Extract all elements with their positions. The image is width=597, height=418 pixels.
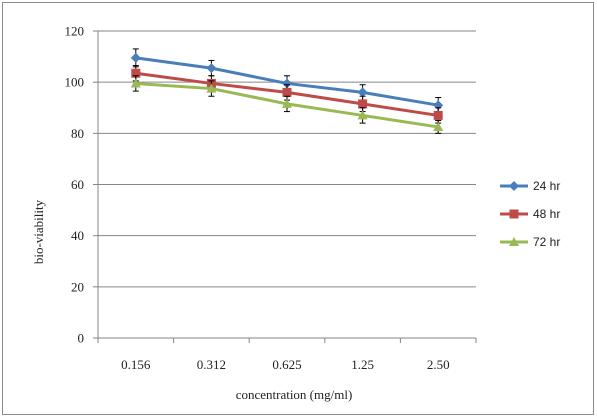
data-point — [130, 52, 141, 63]
legend-label: 72 hr — [533, 235, 560, 249]
legend: 24 hr 48 hr 72 hr — [500, 179, 560, 249]
legend-item: 48 hr — [500, 207, 560, 221]
data-point — [282, 98, 292, 108]
legend-item: 24 hr — [500, 179, 560, 193]
y-tick-label: 60 — [71, 177, 84, 192]
x-tick-label: 0.625 — [272, 357, 301, 372]
y-tick-label: 20 — [71, 279, 84, 294]
y-tick-label: 40 — [71, 228, 84, 243]
chart-frame — [2, 2, 594, 415]
gridlines — [98, 30, 476, 288]
data-point — [357, 87, 368, 98]
data-point — [131, 68, 141, 78]
legend-marker — [509, 237, 519, 246]
series-72-hr — [130, 75, 444, 134]
x-tick-label: 0.312 — [197, 357, 226, 372]
series-group — [130, 48, 444, 134]
y-tick-label: 120 — [65, 24, 85, 39]
data-point — [357, 110, 368, 120]
legend-marker — [509, 181, 519, 191]
y-tick-label: 80 — [71, 126, 84, 141]
data-point — [358, 99, 368, 109]
legend-marker — [509, 209, 519, 219]
y-axis-ticks: 0 20 40 60 80 100 120 — [65, 24, 98, 346]
data-point — [282, 78, 292, 89]
x-tick-label: 1.25 — [351, 357, 374, 372]
legend-label: 24 hr — [533, 179, 560, 193]
data-point — [130, 78, 141, 88]
y-tick-label: 0 — [78, 331, 85, 346]
x-axis-label: concentration (mg/ml) — [236, 387, 353, 402]
data-point — [433, 110, 443, 120]
y-axis-label: bio-viability — [31, 199, 46, 264]
x-axis-ticks: 0.156 0.312 0.625 1.25 2.50 — [97, 338, 477, 372]
legend-label: 48 hr — [533, 207, 560, 221]
data-point — [206, 63, 217, 74]
data-point — [282, 87, 292, 97]
x-tick-label: 2.50 — [427, 357, 450, 372]
error-bars — [132, 75, 442, 134]
legend-item: 72 hr — [500, 235, 560, 249]
x-tick-label: 0.156 — [121, 357, 151, 372]
data-point — [433, 121, 444, 131]
data-point — [206, 83, 217, 93]
y-tick-label: 100 — [65, 75, 85, 90]
series-48-hr — [131, 65, 443, 124]
